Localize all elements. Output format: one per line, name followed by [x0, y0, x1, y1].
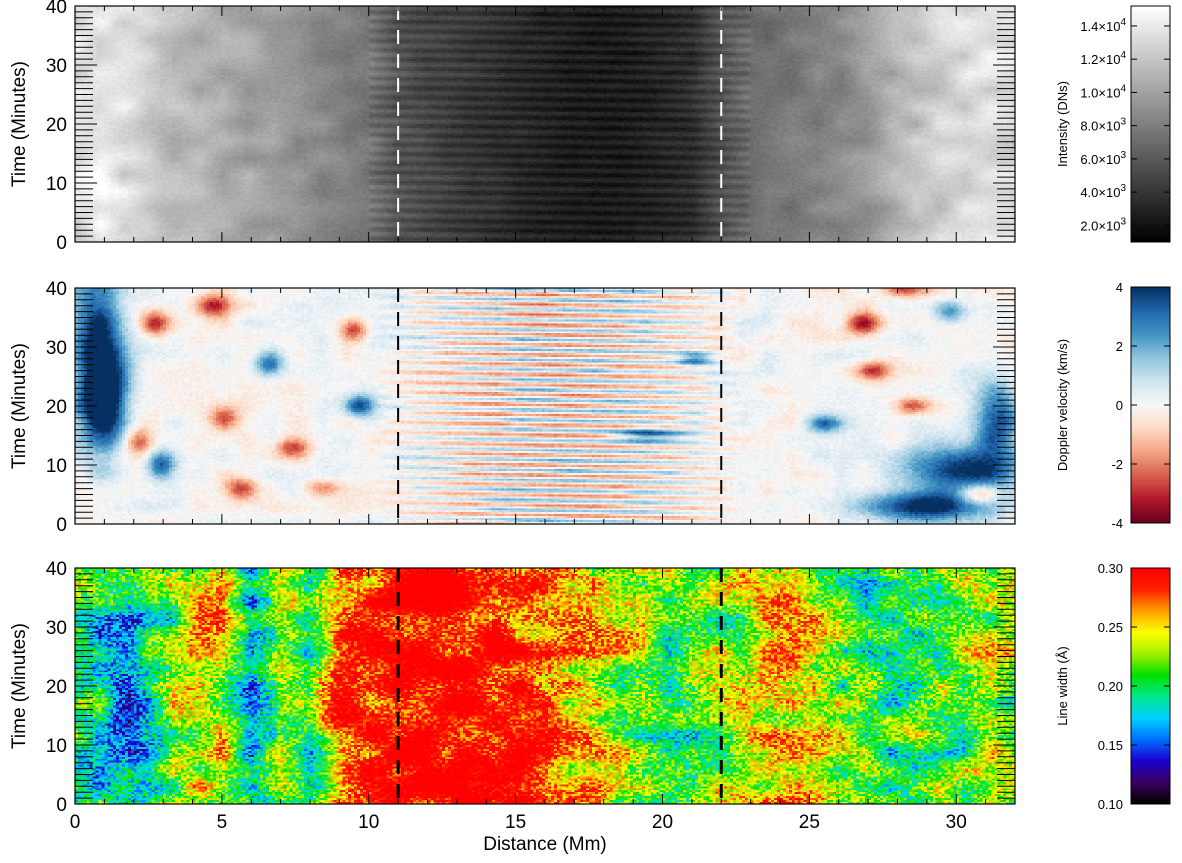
colorbar-tick-label: 6.0×103: [1080, 150, 1126, 167]
y-tick-label: 0: [56, 233, 67, 254]
colorbar-tick-label: -2: [1111, 457, 1123, 472]
colorbar-tick-label: 0.15: [1098, 738, 1123, 753]
panel-linewidth: 0 10 20 30 40 Time (Minutes) 0 5 10 15 20 25 30 Dista…: [9, 559, 1016, 855]
panel-intensity: 0 10 20 30 40 Time (Minutes): [9, 0, 1016, 254]
colorbar-doppler: -4 -2 0 2 4 Doppler velocity (km/s): [1055, 280, 1171, 531]
y-tick-label: 10: [46, 456, 67, 477]
colorbar-tick-label: 0.25: [1098, 620, 1123, 635]
y-tick-label: 40: [46, 279, 67, 300]
heatmap-doppler: [75, 288, 1015, 524]
y-tick-label: 40: [46, 0, 67, 18]
x-tick-label: 15: [505, 812, 526, 833]
x-tick-label: 5: [217, 812, 228, 833]
colorbar-tick-label: 0.20: [1098, 679, 1123, 694]
y-axis-label: Time (Minutes): [9, 61, 30, 187]
colorbar-linewidth: 0.10 0.15 0.20 0.25 0.30 Line width (Å): [1055, 561, 1171, 812]
colorbar-label: Intensity (DNs): [1055, 81, 1070, 167]
colorbar-tick-label: 8.0×103: [1080, 117, 1126, 134]
y-axis-label: Time (Minutes): [9, 343, 30, 469]
y-axis-label: Time (Minutes): [9, 623, 30, 749]
colorbar-tick-label: 0: [1116, 398, 1123, 413]
colorbar-tick-label: -4: [1111, 516, 1123, 531]
colorbar-tick-label: 1.4×104: [1080, 17, 1126, 34]
colorbar-tick-label: 0.10: [1098, 797, 1123, 812]
y-tick-label: 0: [56, 795, 67, 816]
colorbar-label: Doppler velocity (km/s): [1055, 339, 1070, 471]
colorbar-tick-label: 4: [1116, 280, 1123, 295]
y-tick-label: 10: [46, 174, 67, 195]
x-tick-label: 0: [70, 812, 81, 833]
y-tick-label: 20: [46, 115, 67, 136]
heatmap-intensity: [75, 6, 1015, 242]
x-axis-label: Distance (Mm): [483, 834, 607, 855]
colorbar-tick-label: 2: [1116, 339, 1123, 354]
colorbar-tick-label: 0.30: [1098, 561, 1123, 576]
y-tick-label: 20: [46, 397, 67, 418]
colorbar-tick-label: 1.0×104: [1080, 83, 1126, 100]
y-tick-label: 20: [46, 677, 67, 698]
x-tick-label: 10: [358, 812, 379, 833]
colorbar-gradient: [1131, 6, 1170, 242]
heatmap-linewidth: [75, 568, 1015, 804]
y-tick-label: 10: [46, 736, 67, 757]
x-tick-label: 25: [799, 812, 820, 833]
panel-doppler: 0 10 20 30 40 Time (Minutes): [9, 279, 1016, 536]
colorbar-frame: [1130, 5, 1171, 243]
y-tick-label: 0: [56, 515, 67, 536]
colorbar-gradient: [1131, 568, 1170, 804]
y-tick-label: 40: [46, 559, 67, 580]
y-tick-label: 30: [46, 56, 67, 77]
y-tick-label: 30: [46, 618, 67, 639]
y-tick-label: 30: [46, 338, 67, 359]
colorbar-intensity: 2.0×103 4.0×103 6.0×103 8.0×103 1.0×104 1.2×1…: [1055, 5, 1171, 243]
colorbar-tick-label: 1.2×104: [1080, 50, 1126, 67]
colorbar-tick-label: 4.0×103: [1080, 183, 1126, 200]
colorbar-label: Line width (Å): [1055, 646, 1070, 725]
x-tick-label: 20: [652, 812, 673, 833]
x-tick-label: 30: [946, 812, 967, 833]
colorbar-tick-label: 2.0×103: [1080, 216, 1126, 233]
colorbar-gradient: [1131, 287, 1170, 523]
